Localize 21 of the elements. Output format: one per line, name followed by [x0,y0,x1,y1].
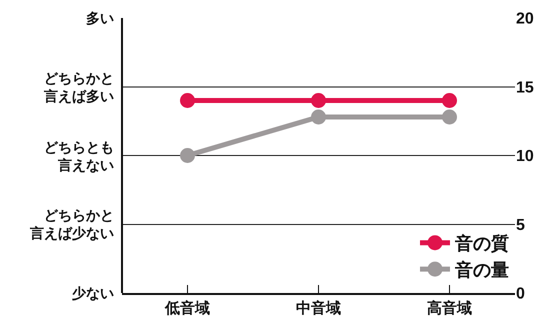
text: 少ない [72,285,114,301]
y-tick-label: 15 [516,79,534,96]
text: 多い [86,10,114,26]
point [180,148,195,163]
legend-label: 音の量 [454,260,509,280]
text: どちらとも言えない [44,139,114,174]
point [180,93,195,108]
y-tick-label: 20 [516,10,534,28]
x-tick-label: 低音域 [164,299,210,317]
y-tick-label: 0 [516,286,525,303]
text: どちらかと言えば少ない [29,207,114,242]
y-tick-label: 10 [516,148,534,166]
point [442,93,457,108]
text: どちらかと言えば多い [43,70,114,104]
legend-label: 音の質 [454,234,509,254]
y-tick-label: 5 [516,216,525,234]
x-tick-label: 高音域 [427,299,472,317]
point [311,110,326,124]
x-tick-label: 中音域 [296,299,341,317]
point [311,93,326,108]
point [442,110,457,124]
